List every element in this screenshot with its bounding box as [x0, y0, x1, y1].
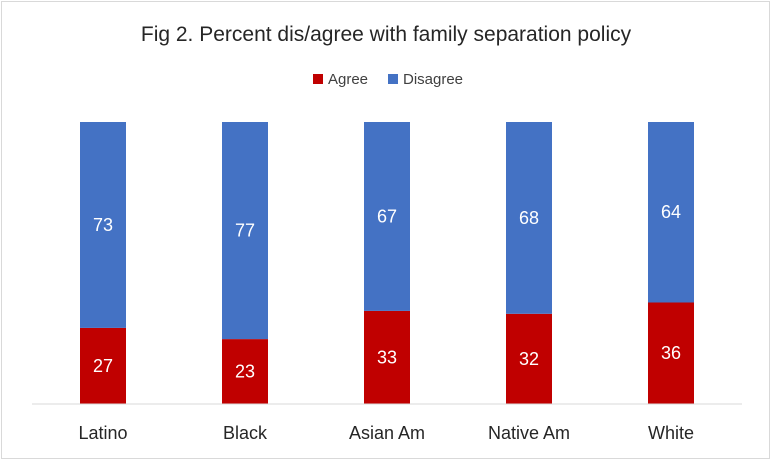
data-label-agree-1: 27 — [93, 356, 113, 376]
data-label-agree-3: 33 — [377, 348, 397, 368]
x-tick-label-4: Native Am — [488, 423, 570, 443]
chart-title: Fig 2. Percent dis/agree with family sep… — [141, 23, 632, 46]
data-label-disagree-2: 77 — [235, 221, 255, 241]
data-label-agree-2: 23 — [235, 362, 255, 382]
data-label-disagree-1: 73 — [93, 215, 113, 235]
bars: 27 73 23 77 33 67 32 68 36 64 — [80, 122, 694, 404]
bar-disagree-5 — [648, 122, 694, 303]
bar-disagree-1 — [80, 122, 126, 328]
x-tick-label-3: Asian Am — [349, 423, 425, 443]
x-tick-label-5: White — [648, 423, 694, 443]
bar-agree-5 — [648, 302, 694, 404]
bar-agree-4 — [506, 313, 552, 404]
data-label-agree-5: 36 — [661, 343, 681, 363]
legend-label-agree: Agree — [328, 71, 368, 88]
legend: Agree Disagree — [313, 71, 463, 88]
bar-agree-1 — [80, 327, 126, 404]
bar-disagree-4 — [506, 122, 552, 314]
bar-disagree-3 — [364, 122, 410, 311]
legend-swatch-agree — [313, 74, 323, 84]
x-tick-label-2: Black — [223, 423, 268, 443]
x-tick-label-1: Latino — [78, 423, 127, 443]
bar-agree-2 — [222, 339, 268, 404]
legend-swatch-disagree — [388, 74, 398, 84]
x-axis-ticks: Latino Black Asian Am Native Am White — [78, 423, 694, 443]
data-label-disagree-4: 68 — [519, 208, 539, 228]
legend-label-disagree: Disagree — [403, 71, 463, 88]
bar-disagree-2 — [222, 122, 268, 340]
data-label-agree-4: 32 — [519, 349, 539, 369]
data-label-disagree-5: 64 — [661, 202, 681, 222]
data-label-disagree-3: 67 — [377, 207, 397, 227]
bar-agree-3 — [364, 310, 410, 404]
